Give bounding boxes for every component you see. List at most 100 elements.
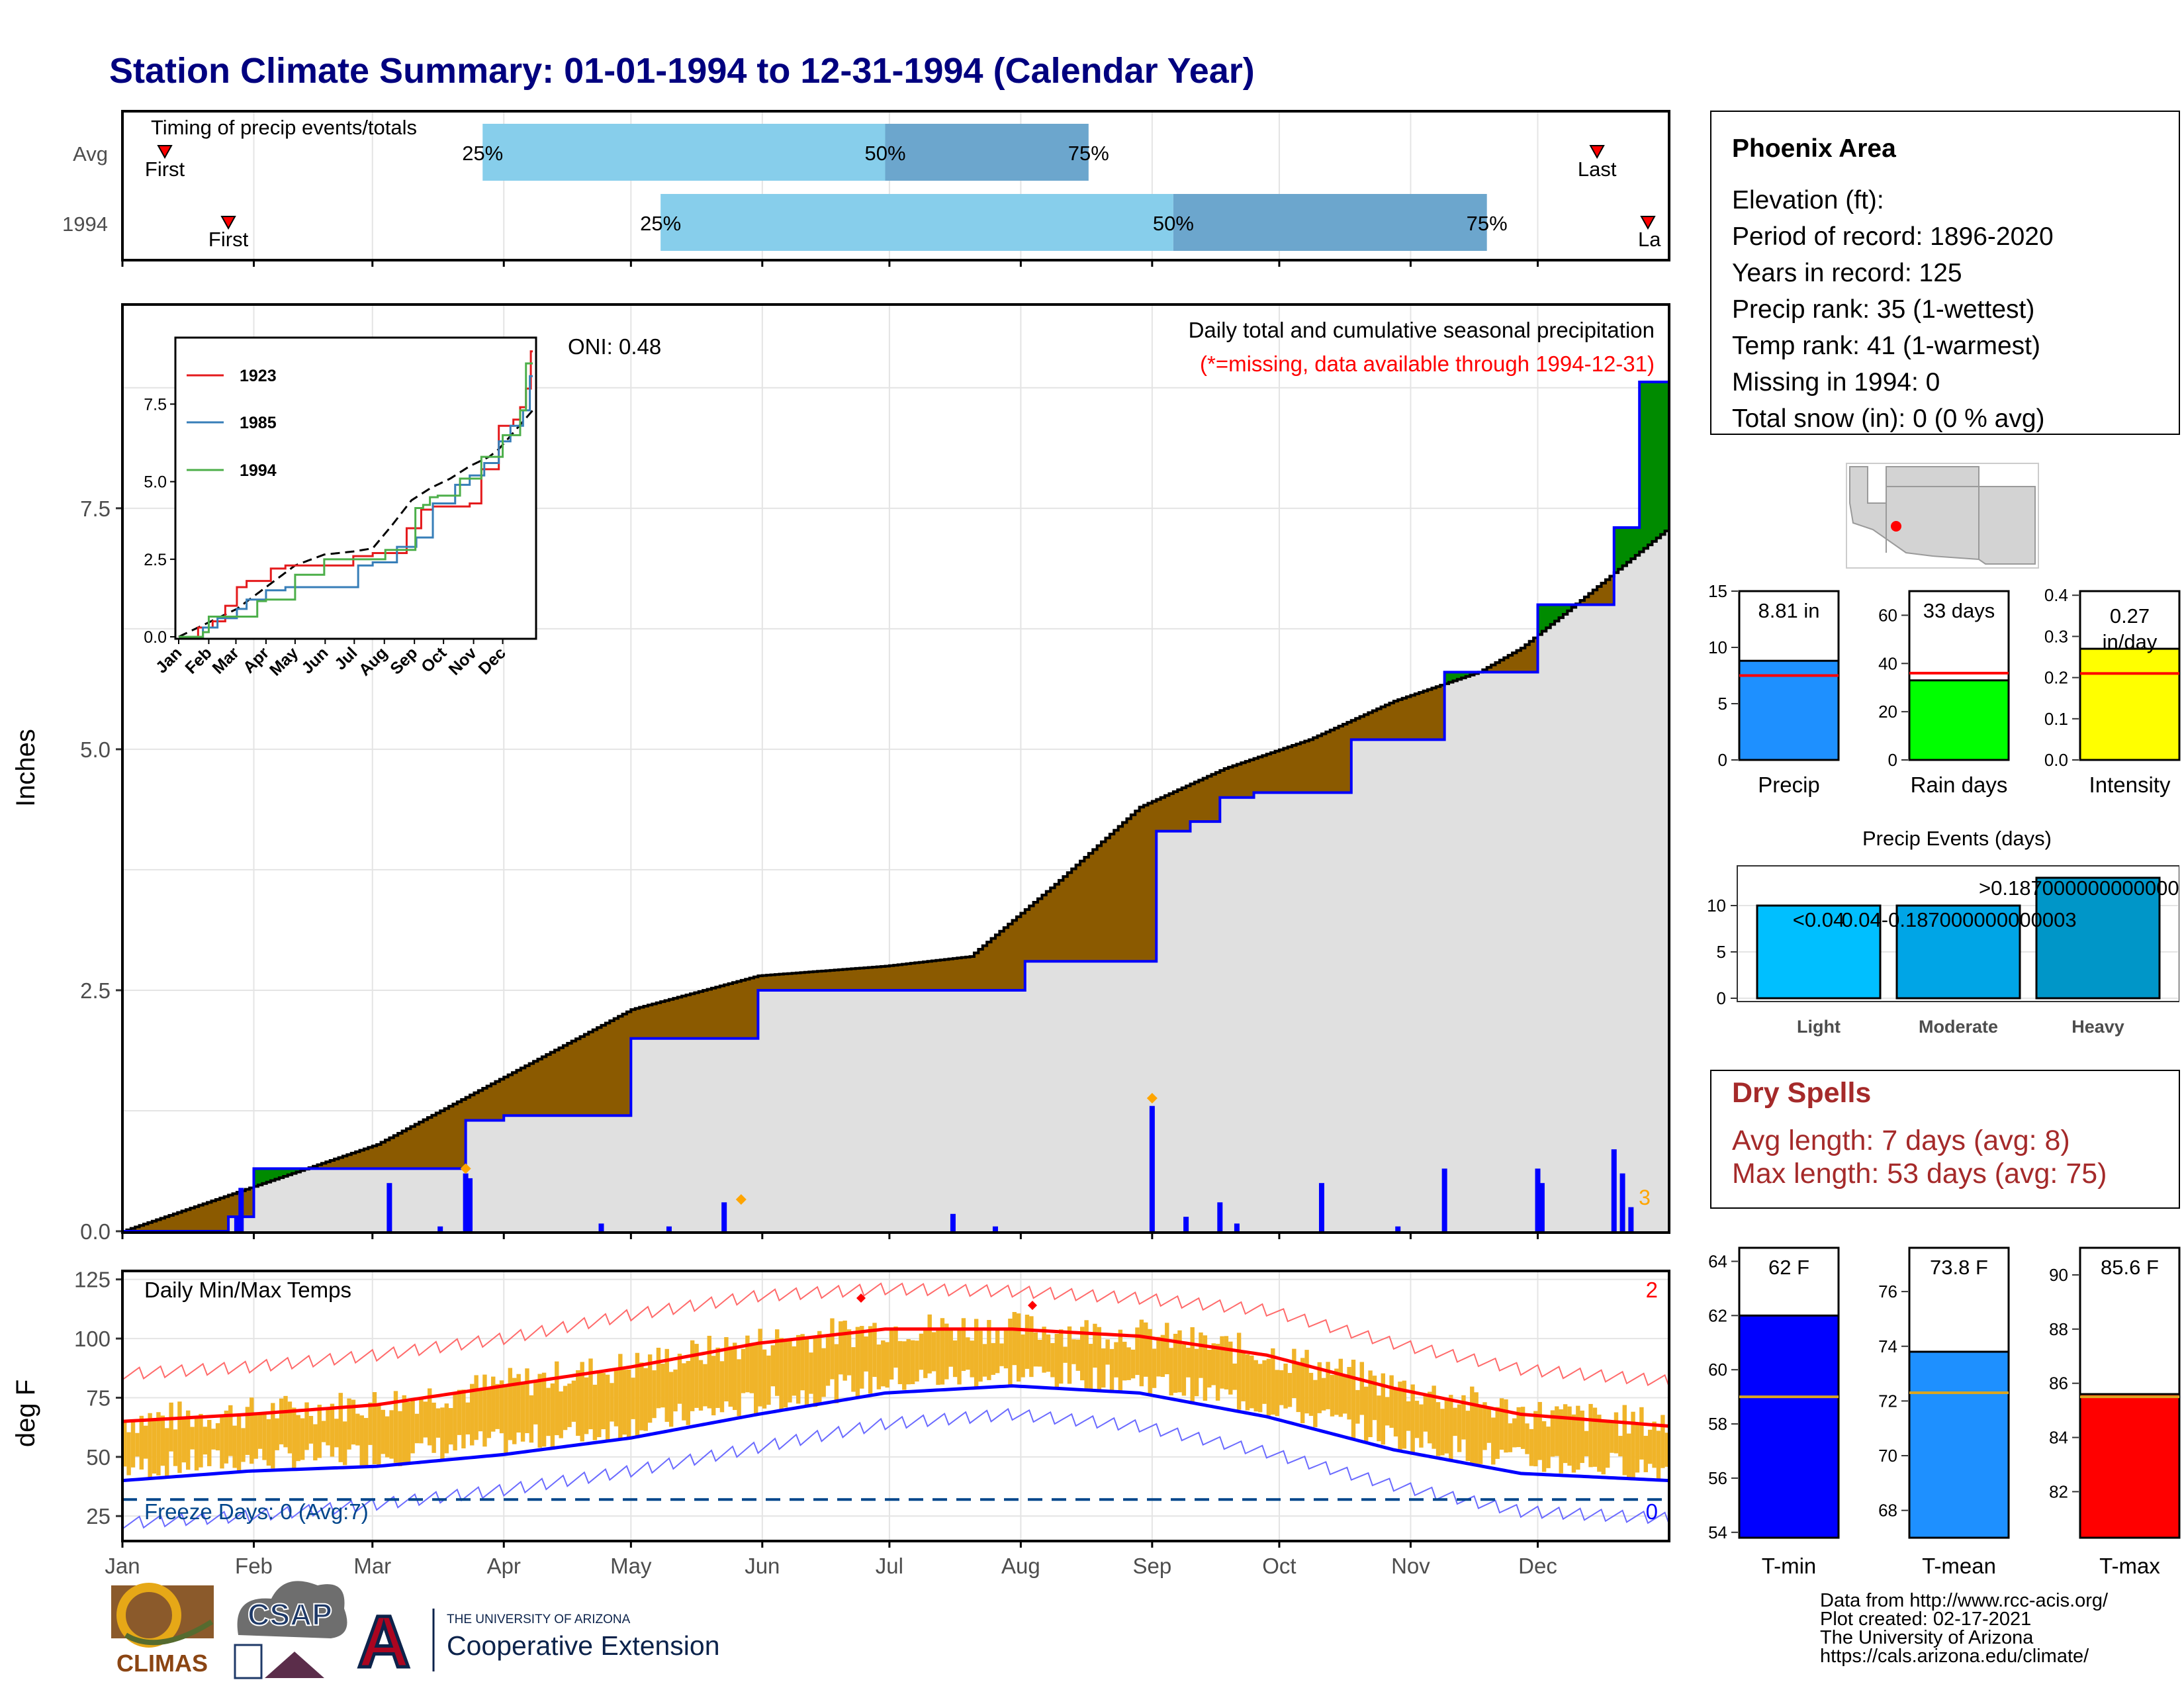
temp-record-min-line [122, 1407, 1670, 1530]
daily-temp-bar [338, 1393, 343, 1462]
ua-a-letter: A [357, 1601, 410, 1683]
daily-temp-bar [508, 1368, 513, 1440]
daily-temp-bar [876, 1344, 882, 1389]
daily-temp-bar [1067, 1326, 1072, 1384]
daily-temp-bar [1584, 1430, 1589, 1456]
ua-small-text: THE UNIVERSITY OF ARIZONA [447, 1613, 631, 1626]
daily-temp-bar [1101, 1348, 1106, 1388]
daily-temp-bar [317, 1405, 322, 1458]
daily-temp-bar [580, 1362, 584, 1442]
daily-temp-bar [1410, 1384, 1415, 1455]
timing-avg-p75: 75% [1068, 142, 1109, 165]
daily-temp-bar [449, 1408, 453, 1445]
month-label: Nov [1391, 1554, 1430, 1578]
daily-temp-bar [1042, 1327, 1046, 1373]
daily-temp-bar [334, 1419, 339, 1448]
inset-y-tick-label: 5.0 [144, 473, 167, 492]
daily-temp-bar [330, 1403, 335, 1457]
daily-temp-bar [1046, 1334, 1051, 1372]
daily-temp-bar [660, 1364, 665, 1408]
inset-x-tick-label: Oct [418, 643, 451, 677]
daily-temp-bar [419, 1398, 424, 1444]
summary-bar-tick-label: 0.3 [2044, 626, 2068, 646]
daily-temp-bar [576, 1370, 580, 1436]
daily-temp-bar [1245, 1354, 1250, 1411]
csap-cloud [237, 1581, 347, 1638]
daily-temp-bar [588, 1358, 593, 1430]
inset-x-tick-label: Sep [387, 643, 421, 678]
daily-temp-bar [555, 1361, 559, 1436]
timing-row-avg: Avg [73, 142, 108, 165]
ua-big-text: Cooperative Extension [447, 1630, 720, 1661]
summary-bar-tick-label: 15 [1708, 581, 1727, 601]
daily-temp-bar [406, 1401, 411, 1463]
daily-temp-bar [220, 1415, 224, 1469]
daily-temp-bar [414, 1413, 420, 1444]
daily-temp-bar [745, 1335, 750, 1393]
temp-y-tick-label: 100 [74, 1327, 111, 1351]
precip-y-tick-label: 0.0 [80, 1219, 111, 1244]
daily-temp-bar [363, 1418, 369, 1468]
daily-temp-bar [402, 1395, 406, 1464]
daily-temp-bar [457, 1389, 462, 1435]
daily-temp-bar [470, 1383, 475, 1446]
temp-count-top: 2 [1646, 1278, 1658, 1302]
daily-temp-bar [1550, 1410, 1555, 1457]
daily-temp-bar [961, 1318, 966, 1372]
daily-temp-bar [605, 1374, 610, 1442]
daily-precip-bar [1628, 1207, 1634, 1231]
daily-temp-bar [1236, 1333, 1242, 1410]
temp-ylabel: deg F [11, 1380, 40, 1447]
daily-temp-bar [372, 1392, 377, 1465]
daily-temp-bar [707, 1335, 711, 1409]
daily-temp-bar [647, 1354, 653, 1423]
daily-temp-bar [592, 1384, 598, 1440]
daily-temp-bar [563, 1385, 568, 1430]
daily-temp-bar [1597, 1415, 1602, 1472]
daily-temp-bar [1449, 1395, 1453, 1462]
daily-temp-bar [779, 1338, 784, 1411]
daily-temp-bar [1444, 1400, 1449, 1454]
daily-temp-bar [1326, 1362, 1330, 1409]
daily-temp-bar [842, 1321, 847, 1381]
temp-label: Daily Min/Max Temps [144, 1278, 351, 1302]
temp-y-tick-label: 25 [86, 1504, 111, 1528]
info-temp-rank: Temp rank: 41 (1-warmest) [1732, 332, 2040, 360]
daily-temp-bar [1224, 1336, 1229, 1389]
precip-ylabel: Inches [11, 729, 40, 807]
daily-temp-bar [614, 1369, 619, 1427]
daily-temp-bar [1275, 1370, 1279, 1417]
daily-temp-bar [355, 1413, 360, 1446]
daily-temp-bar [215, 1423, 220, 1451]
ua-logo: A THE UNIVERSITY OF ARIZONA Cooperative … [356, 1600, 720, 1685]
daily-temp-bar [673, 1369, 678, 1412]
heavy-event-marker [1146, 1093, 1158, 1104]
daily-temp-bar [1618, 1436, 1623, 1457]
precip-note-1: Daily total and cumulative seasonal prec… [1189, 318, 1655, 342]
daily-temp-bar [194, 1417, 199, 1471]
daily-temp-bar [948, 1329, 953, 1367]
timing-event-marker [157, 145, 173, 160]
summary-bar-tick-label: 0.0 [2044, 750, 2068, 770]
daily-temp-bar [1435, 1402, 1441, 1456]
daily-temp-bar [1016, 1313, 1021, 1382]
daily-temp-bar [1643, 1436, 1648, 1473]
daily-temp-bar [181, 1419, 187, 1463]
temp-bar-tick-label: 72 [1878, 1391, 1897, 1411]
daily-temp-bar [1021, 1334, 1025, 1378]
daily-temp-bar [1525, 1423, 1529, 1454]
climas-logo-text: CLIMAS [116, 1650, 208, 1677]
daily-temp-bar [788, 1338, 792, 1403]
temp-bar-tick-label: 64 [1708, 1251, 1727, 1271]
month-label: Feb [235, 1554, 273, 1578]
daily-temp-bar [1008, 1318, 1013, 1386]
temp-bar-tick-label: 88 [2049, 1319, 2068, 1339]
daily-temp-bar [897, 1340, 903, 1384]
timing-avg-last: Last [1578, 158, 1617, 181]
daily-temp-bar [1364, 1386, 1369, 1442]
daily-temp-bar [275, 1418, 279, 1450]
daily-temp-bar [126, 1432, 131, 1476]
daily-temp-bar [516, 1374, 521, 1433]
daily-temp-bar [1097, 1327, 1102, 1393]
daily-temp-bar [1144, 1322, 1148, 1377]
